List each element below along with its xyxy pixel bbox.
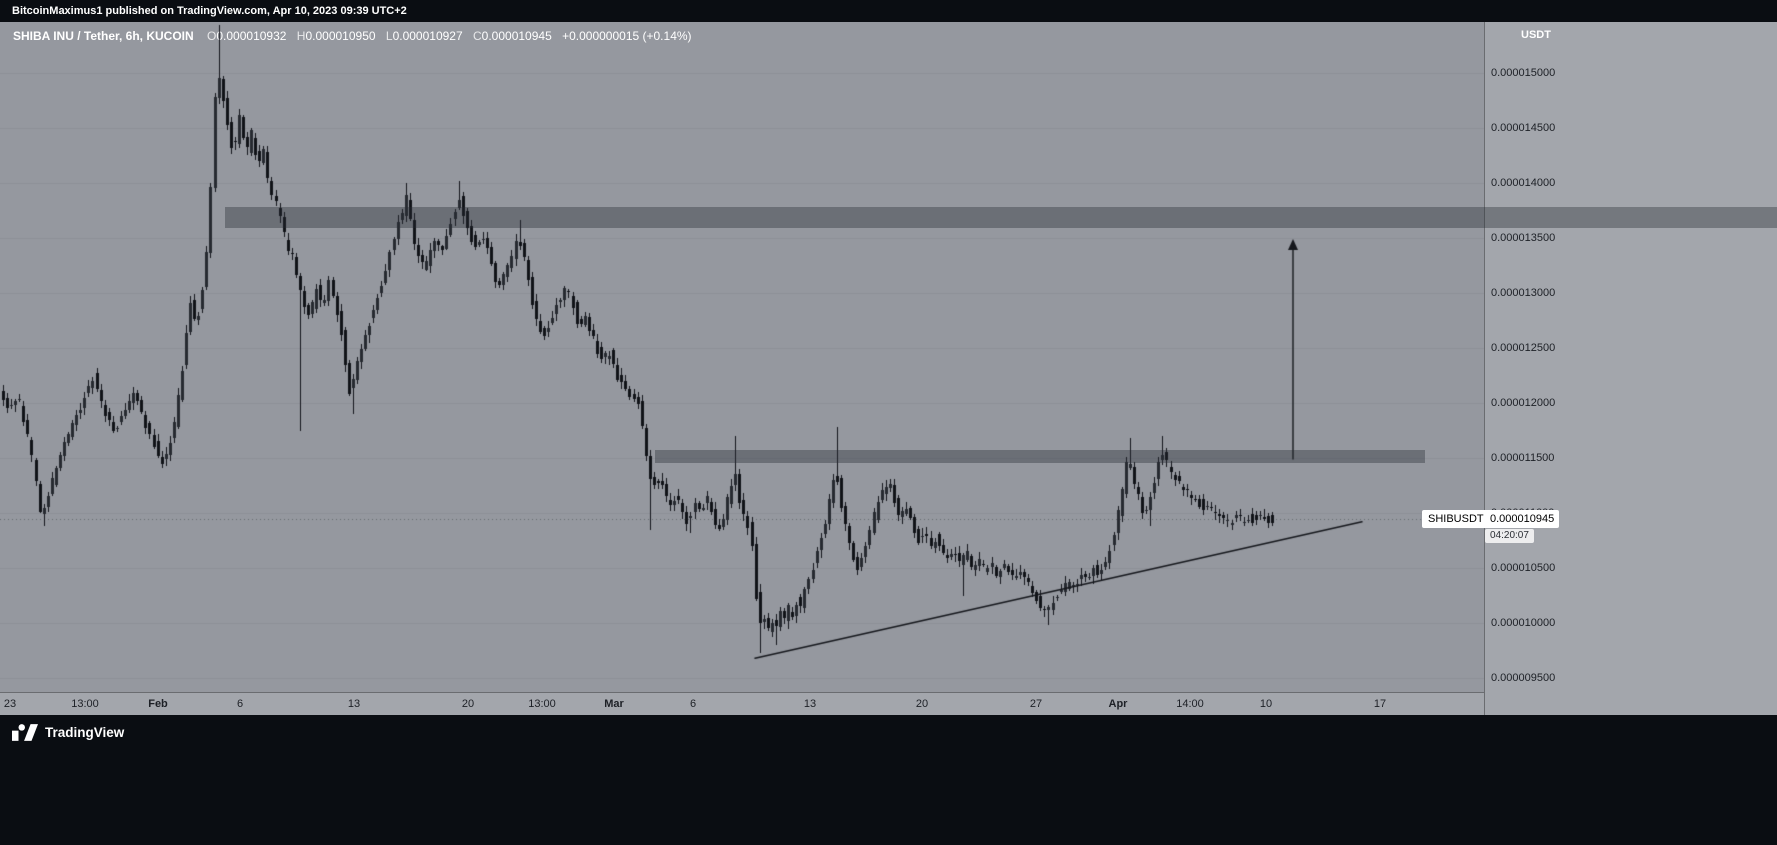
price-tick-label: 0.000013500 <box>1491 232 1556 244</box>
axis-currency-label: USDT <box>1521 29 1551 41</box>
time-axis-label: Mar <box>604 698 624 710</box>
last-price-symbol-label: SHIBUSDT <box>1422 510 1490 528</box>
chart-region: SHIBA INU / Tether, 6h, KUCOIN O0.000010… <box>0 22 1777 715</box>
chart-plot-area[interactable]: SHIBA INU / Tether, 6h, KUCOIN O0.000010… <box>0 22 1484 692</box>
time-axis-label: 6 <box>236 698 244 710</box>
resistance-zone[interactable] <box>225 206 1777 228</box>
price-tick-label: 0.000010500 <box>1491 562 1556 574</box>
price-tick-label: 0.000014000 <box>1491 177 1556 189</box>
price-tick-label: 0.000015000 <box>1491 67 1556 79</box>
time-axis-label: 10 <box>1259 698 1273 710</box>
time-axis-label: 27 <box>1029 698 1043 710</box>
time-axis-label: 14:00 <box>1176 698 1204 710</box>
time-axis-label: Apr <box>1108 698 1128 710</box>
tradingview-wordmark: TradingView <box>45 725 125 740</box>
time-axis-label: 20 <box>461 698 475 710</box>
tradingview-logo-icon <box>12 724 38 741</box>
price-tick-label: 0.000010000 <box>1491 617 1556 629</box>
time-axis-label: 13:00 <box>71 698 99 710</box>
drawing-annotations <box>0 22 1777 715</box>
price-tick-label: 0.000011500 <box>1491 452 1555 464</box>
footer-bar: TradingView <box>0 715 1777 845</box>
price-tick-label: 0.000013000 <box>1491 287 1556 299</box>
attribution-text: BitcoinMaximus1 published on TradingView… <box>12 5 407 17</box>
support-zone[interactable] <box>655 450 1425 464</box>
time-axis-label: Feb <box>148 698 168 710</box>
time-axis-label: 13 <box>803 698 817 710</box>
attribution-bar: BitcoinMaximus1 published on TradingView… <box>0 0 1777 22</box>
price-tick-label: 0.000012500 <box>1491 342 1556 354</box>
time-axis-label: 13:00 <box>528 698 556 710</box>
time-axis-label: 23 <box>3 698 17 710</box>
price-tick-label: 0.000012000 <box>1491 397 1556 409</box>
time-axis-label: 6 <box>689 698 697 710</box>
time-axis-label: 17 <box>1373 698 1387 710</box>
time-axis-label: 13 <box>347 698 361 710</box>
bar-close-countdown: 04:20:07 <box>1485 529 1534 543</box>
candlestick-chart-canvas[interactable] <box>0 22 1484 692</box>
price-axis[interactable]: USDT 0.000015000 0.000014500 0.000014000 0.… <box>1484 22 1777 715</box>
time-axis-label: 20 <box>915 698 929 710</box>
time-axis[interactable]: 23 13:00 Feb 6 13 20 13:00 Mar 6 13 20 27 Apr 14:00 10… <box>0 692 1484 715</box>
last-price-value-label: 0.000010945 <box>1485 510 1560 528</box>
tradingview-logo-link[interactable]: TradingView <box>12 724 124 741</box>
price-tick-label: 0.000009500 <box>1491 672 1556 684</box>
price-tick-label: 0.000014500 <box>1491 122 1556 134</box>
